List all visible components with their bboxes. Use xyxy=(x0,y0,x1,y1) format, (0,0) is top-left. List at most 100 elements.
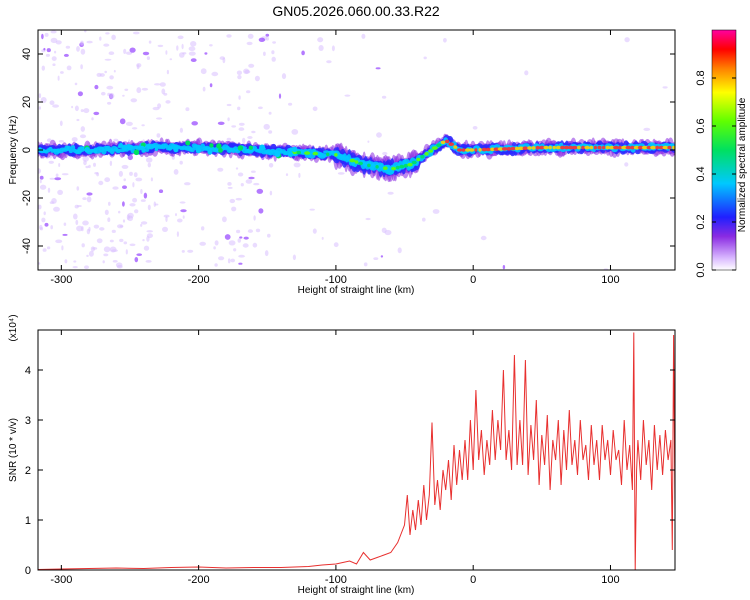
spectrogram-noise-blob xyxy=(363,262,368,267)
spectrogram-noise-blob xyxy=(285,173,289,177)
spectrogram-noise-blob xyxy=(96,72,102,77)
spectrogram-noise-blob xyxy=(624,162,629,167)
spectrogram-noise-blob xyxy=(253,215,256,221)
spectrogram-noise-blob xyxy=(238,122,245,126)
spectrogram-core-cell xyxy=(630,145,635,150)
spectrogram-noise-blob xyxy=(214,240,219,246)
spectrogram-noise-blob xyxy=(41,217,46,223)
spectrogram-noise-blob xyxy=(226,137,232,141)
spectrogram-noise-blob xyxy=(153,201,156,207)
spectrogram-noise-blob xyxy=(44,222,49,227)
spectrogram-core-cell xyxy=(456,148,463,152)
y-tick-label: 20 xyxy=(21,96,33,108)
spectrogram-core-cell xyxy=(527,146,532,150)
spectrogram-core-cell xyxy=(367,163,371,168)
spectrogram-noise-blob xyxy=(321,236,324,240)
spectrogram-noise-blob xyxy=(312,228,317,234)
spectrogram-noise-blob xyxy=(61,245,64,251)
spectrogram-noise-blob xyxy=(201,226,205,231)
spectrogram-core-cell xyxy=(602,145,606,150)
spectrogram-noise-blob xyxy=(103,246,111,253)
spectrogram-noise-blob xyxy=(158,189,164,193)
spectrogram-noise-blob xyxy=(235,167,239,170)
spectrogram-core-cell xyxy=(312,151,319,156)
y-tick-label: 1 xyxy=(25,515,31,527)
spectrogram-noise-blob xyxy=(86,228,91,235)
spectrogram-core-cell xyxy=(259,144,266,151)
spectrogram-noise-blob xyxy=(38,204,42,210)
spectrogram-noise-blob xyxy=(204,52,208,55)
spectrogram-core-cell xyxy=(296,150,301,155)
spectrogram-noise-blob xyxy=(76,225,83,232)
spectrogram-core-cell xyxy=(646,145,652,150)
spectrogram-noise-blob xyxy=(281,73,287,80)
spectrogram-noise-blob xyxy=(214,263,218,267)
spectrogram-noise-blob xyxy=(80,64,83,70)
spectrogram-noise-blob xyxy=(109,92,115,99)
spectrogram-noise-blob xyxy=(66,65,72,71)
spectrogram-noise-blob xyxy=(93,111,100,116)
spectrogram-noise-blob xyxy=(238,95,241,100)
spectrogram-core-cell xyxy=(428,149,434,153)
spectrogram-noise-blob xyxy=(222,216,227,223)
snr-x-axis: -300 -200 -100 0 100 xyxy=(50,330,620,586)
spectrogram-noise-blob xyxy=(129,203,136,207)
spectrogram-core-cell xyxy=(501,147,508,151)
spectrogram-noise-blob xyxy=(422,217,426,222)
spectrogram-noise-blob xyxy=(213,246,216,250)
spectrogram-noise-blob xyxy=(142,239,145,242)
spectrogram-noise-blob xyxy=(119,238,124,243)
spectrogram-noise-blob xyxy=(248,63,255,68)
spectrogram-noise-blob xyxy=(237,75,242,80)
spectrogram-noise-blob xyxy=(268,130,273,134)
spectrogram-core-cell xyxy=(577,145,581,150)
spectrogram-noise-blob xyxy=(76,118,80,122)
spectrogram-noise-blob xyxy=(136,87,142,94)
spectrogram-noise-blob xyxy=(188,46,196,51)
spectrogram-core-cell xyxy=(326,152,330,157)
spectrogram-noise-blob xyxy=(109,75,114,80)
y-tick-label: -20 xyxy=(21,190,33,206)
spectrogram-core-cell xyxy=(185,140,191,146)
spectrogram-noise-blob xyxy=(146,230,153,233)
spectrogram-core-cell xyxy=(218,148,223,153)
spectrogram-core-cell xyxy=(667,145,672,150)
spectrogram-noise-blob xyxy=(94,84,99,90)
spectrogram-noise-blob xyxy=(227,186,233,189)
y-tick-label: -40 xyxy=(21,238,33,254)
x-tick-label: -100 xyxy=(325,574,347,586)
spectrogram-heatmap xyxy=(38,30,675,270)
spectrogram-noise-blob xyxy=(272,41,276,44)
spectrogram-noise-blob xyxy=(143,192,148,199)
spectrogram-noise-blob xyxy=(200,68,207,75)
spectrogram-noise-blob xyxy=(123,178,126,182)
spectrogram-noise-blob xyxy=(251,170,256,173)
spectrogram-noise-blob xyxy=(42,248,47,252)
spectrogram-noise-blob xyxy=(55,239,63,244)
spectrogram-noise-blob xyxy=(480,235,487,241)
spectrogram-noise-blob xyxy=(74,105,79,112)
spectrogram-noise-blob xyxy=(242,243,249,248)
spectrogram-noise-blob xyxy=(326,60,332,64)
spectrogram-core-cell xyxy=(349,158,356,163)
spectrogram-noise-blob xyxy=(123,48,127,55)
spectrogram-noise-blob xyxy=(52,104,59,108)
spectrogram-noise-blob xyxy=(45,53,51,57)
spectrogram-noise-blob xyxy=(161,88,166,95)
spectrogram-noise-blob xyxy=(190,41,197,47)
spectrogram-noise-blob xyxy=(226,103,232,107)
spectrogram-core-cell xyxy=(445,139,450,144)
spectrogram-noise-blob xyxy=(524,70,529,76)
spectrogram-noise-blob xyxy=(156,117,163,120)
spectrogram-noise-blob xyxy=(240,183,244,187)
spectrogram-noise-blob xyxy=(61,173,69,176)
spectrogram-noise-blob xyxy=(252,242,258,248)
spectrogram-noise-blob xyxy=(226,34,232,38)
spectrogram-noise-blob xyxy=(237,106,241,111)
spectrogram-noise-blob xyxy=(113,138,119,142)
spectrogram-noise-blob xyxy=(384,229,392,236)
spectrogram-noise-blob xyxy=(180,209,187,213)
spectrogram-noise-blob xyxy=(224,234,231,240)
spectrogram-noise-blob xyxy=(145,157,153,163)
